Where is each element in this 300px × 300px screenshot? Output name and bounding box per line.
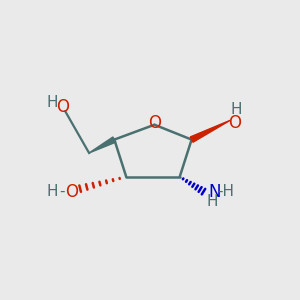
Text: N: N (208, 183, 220, 201)
Polygon shape (190, 120, 230, 142)
Text: H: H (207, 194, 218, 208)
Text: -: - (59, 184, 65, 199)
Text: O: O (148, 114, 161, 132)
Text: H: H (46, 95, 58, 110)
Text: H: H (46, 184, 58, 199)
Polygon shape (89, 137, 116, 153)
Text: O: O (228, 114, 241, 132)
Text: H: H (230, 102, 242, 117)
Text: O: O (56, 98, 69, 116)
Text: O: O (65, 183, 78, 201)
Text: -H: -H (217, 184, 234, 199)
